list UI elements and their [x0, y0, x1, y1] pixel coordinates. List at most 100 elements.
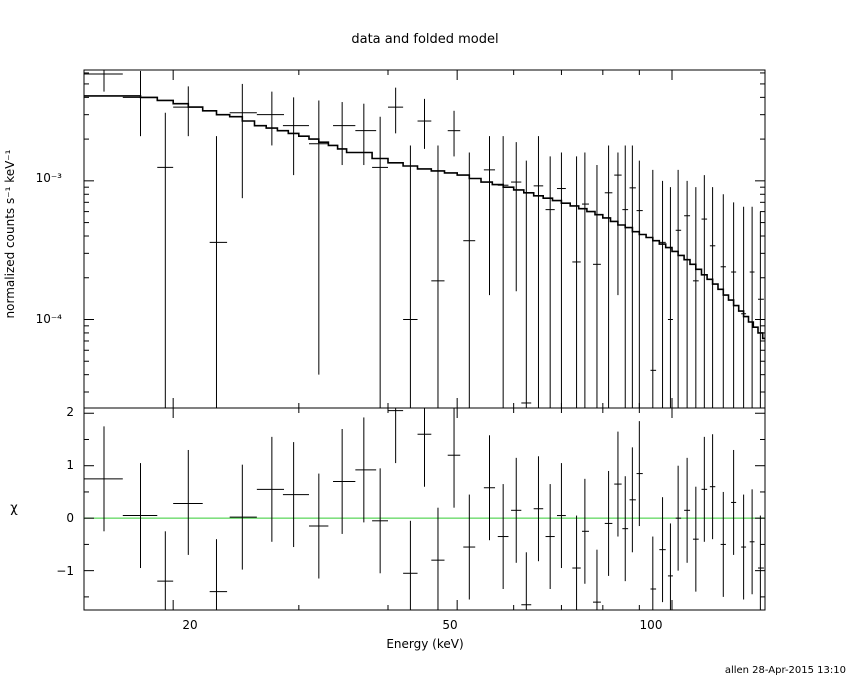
residual-point — [749, 489, 755, 595]
data-point — [122, 70, 158, 137]
spectrum-panel: 10⁻³ 10⁻⁴ normalized counts s⁻¹ keV⁻¹ — [3, 69, 766, 409]
data-point — [447, 110, 461, 157]
residual-point — [417, 408, 432, 487]
data-point — [758, 211, 764, 408]
residual-point — [521, 552, 532, 610]
data-point — [684, 180, 691, 408]
residual-point — [636, 421, 643, 527]
data-point — [355, 103, 377, 166]
folded-model — [84, 95, 765, 340]
data-point — [333, 102, 356, 166]
ytick-label-1e-4: 10⁻⁴ — [36, 312, 63, 326]
data-point — [701, 175, 708, 408]
data-point — [308, 100, 329, 375]
residual-point — [684, 457, 691, 563]
residual-point — [675, 465, 682, 571]
data-point — [720, 194, 726, 408]
data-point — [572, 156, 581, 408]
xtick-label-50: 50 — [442, 618, 457, 632]
data-point — [84, 70, 123, 92]
residual-point — [650, 536, 657, 610]
data-point — [417, 98, 432, 149]
data-point — [229, 83, 257, 199]
data-point — [545, 156, 555, 408]
residual-point — [533, 456, 544, 562]
spectrum-ylabel: normalized counts s⁻¹ keV⁻¹ — [3, 149, 17, 318]
xtick-label-20: 20 — [182, 618, 197, 632]
data-point — [431, 145, 445, 408]
data-point — [636, 160, 643, 408]
data-point — [731, 202, 737, 408]
data-point — [581, 152, 589, 408]
ytick-label-1e-3: 10⁻³ — [36, 171, 63, 185]
residual-point — [229, 464, 257, 570]
residual-point — [511, 457, 522, 563]
data-point — [604, 145, 613, 408]
data-point — [483, 136, 496, 296]
residual-point — [572, 515, 581, 610]
residual-point — [447, 408, 461, 508]
ytick-label-2: 2 — [66, 405, 74, 419]
residual-point — [741, 494, 747, 600]
residual-point — [483, 435, 496, 541]
data-point — [709, 187, 716, 408]
data-point — [749, 206, 755, 408]
ytick-label-1: 1 — [66, 458, 74, 472]
data-point — [650, 169, 657, 408]
residual-point — [84, 426, 123, 532]
residual-point — [556, 463, 566, 569]
residual-point — [157, 531, 174, 610]
data-point — [173, 86, 203, 137]
data-point — [622, 145, 629, 408]
data-point — [533, 136, 544, 408]
footer-stamp: allen 28-Apr-2015 13:10 — [725, 665, 846, 676]
residuals-panel: 2 1 0 −1 χ 20 50 100 Energy (keV) — [10, 405, 766, 651]
residual-point — [403, 520, 418, 610]
residual-point — [701, 436, 708, 542]
spectrum-data — [84, 70, 764, 408]
residual-point — [387, 408, 404, 464]
residual-point — [622, 476, 629, 582]
residual-point — [692, 486, 699, 592]
data-point — [521, 160, 532, 408]
data-point — [282, 97, 309, 176]
chart-title: data and folded model — [351, 32, 498, 47]
residual-point — [667, 523, 673, 610]
data-point — [741, 206, 747, 408]
data-point — [614, 152, 622, 296]
residual-point — [256, 436, 285, 542]
data-point — [692, 187, 699, 408]
residual-point — [173, 449, 203, 555]
data-point — [511, 142, 522, 292]
residual-point — [545, 484, 555, 590]
x-axis-label: Energy (keV) — [386, 637, 463, 651]
residuals-ticks — [84, 408, 765, 610]
residual-point — [614, 431, 622, 537]
ytick-label-minus-1: −1 — [56, 564, 74, 578]
data-point — [209, 136, 228, 408]
residual-point — [282, 442, 309, 548]
residual-point — [372, 468, 388, 574]
data-point — [556, 152, 566, 408]
xtick-label-100: 100 — [640, 618, 663, 632]
residual-point — [497, 484, 509, 590]
residual-point — [333, 428, 356, 534]
residual-point — [758, 515, 764, 610]
data-point — [667, 187, 673, 408]
residuals-data — [84, 408, 764, 610]
data-point — [629, 145, 636, 408]
data-point — [497, 136, 509, 408]
data-point — [592, 165, 601, 408]
data-point — [157, 112, 174, 408]
model-step-line — [84, 95, 765, 340]
residual-point — [308, 473, 329, 579]
residual-point — [581, 478, 589, 584]
data-point — [372, 116, 388, 408]
ytick-label-0: 0 — [66, 511, 74, 525]
spectrum-ticks — [84, 70, 765, 408]
residual-point — [355, 417, 377, 523]
residual-point — [122, 463, 158, 569]
data-point — [256, 91, 285, 146]
data-point — [675, 169, 682, 408]
